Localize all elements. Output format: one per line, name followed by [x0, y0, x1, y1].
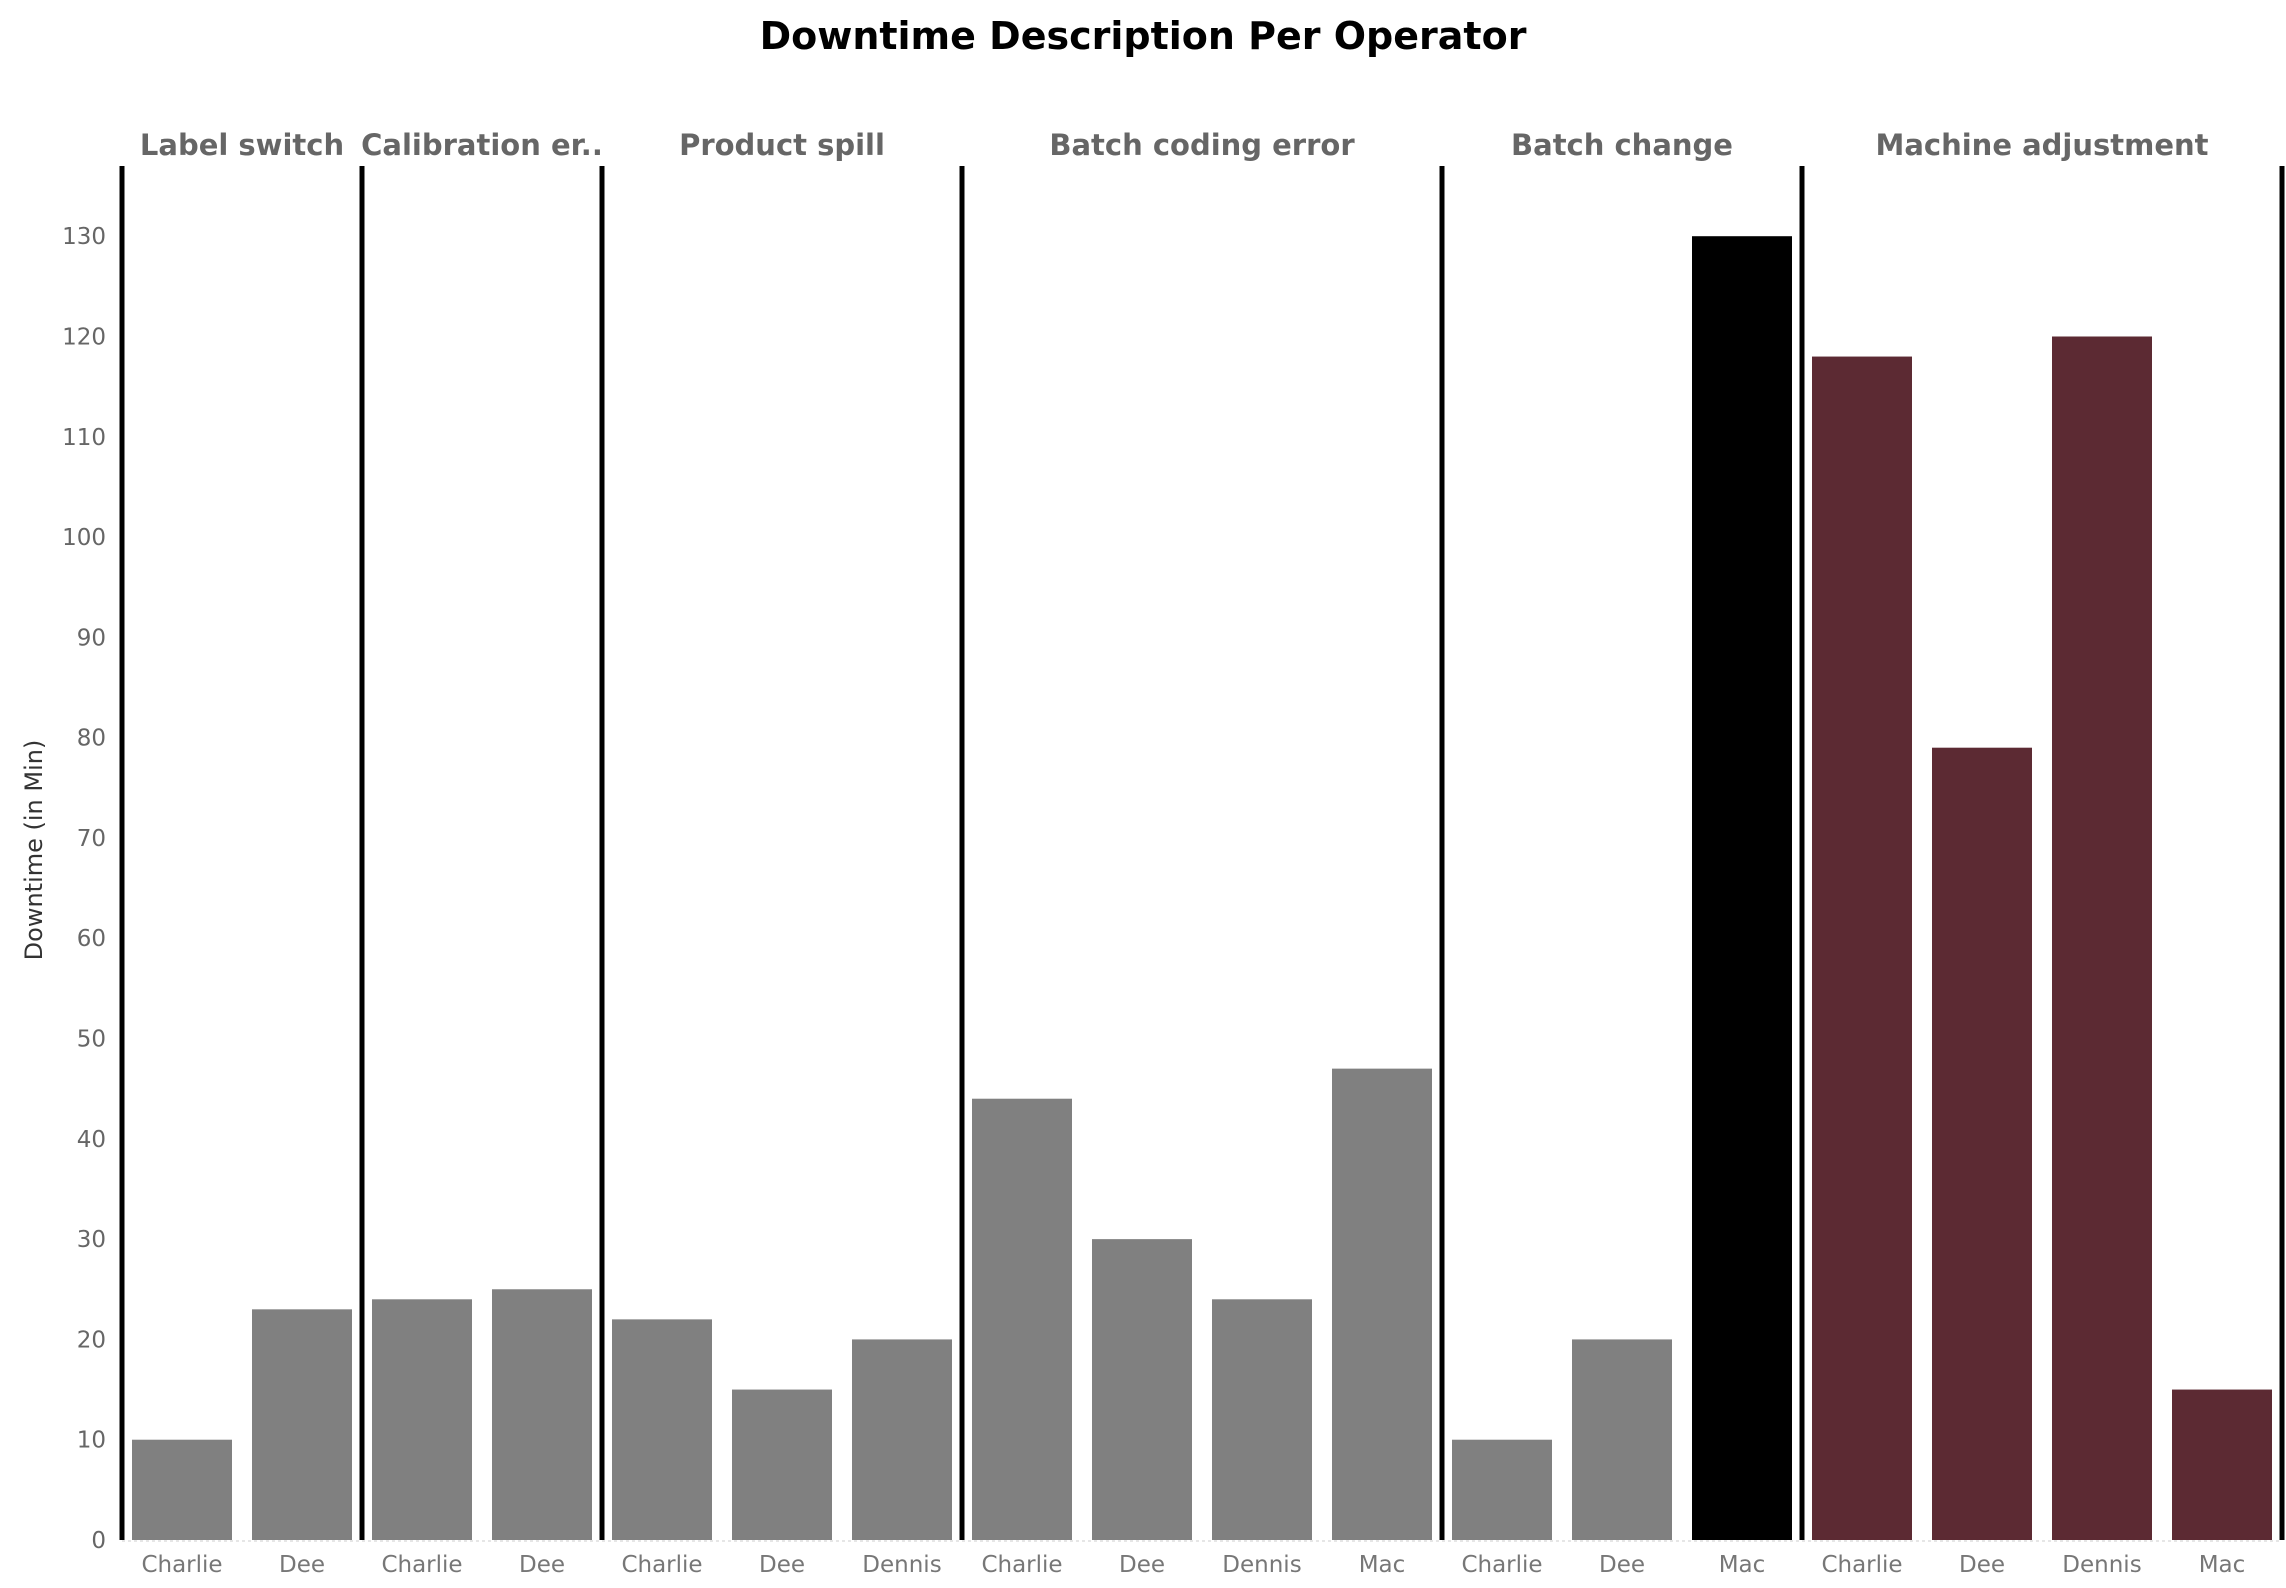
category-label: Dee: [1959, 1552, 2005, 1578]
category-label: Dee: [1599, 1552, 1645, 1578]
category-label: Dee: [519, 1552, 565, 1578]
y-tick-label: 10: [77, 1428, 106, 1454]
pane-header: Product spill: [679, 128, 885, 162]
y-axis-label: Downtime (in Min): [20, 740, 48, 961]
y-tick-label: 30: [77, 1227, 106, 1253]
bar[interactable]: [2052, 336, 2152, 1540]
y-tick-label: 20: [77, 1327, 106, 1353]
y-tick-label: 60: [77, 926, 106, 952]
bar[interactable]: [732, 1389, 832, 1540]
y-tick-label: 120: [62, 324, 106, 350]
chart-panes: Label switch Charlie Dee Calibration er.. Ch…: [119, 128, 2285, 1578]
pane: Batch change Charlie Dee Mac: [1452, 128, 1792, 1578]
bar[interactable]: [972, 1098, 1072, 1540]
category-label: Charlie: [621, 1552, 702, 1578]
bar[interactable]: [612, 1319, 712, 1540]
pane-header: Batch coding error: [1049, 128, 1355, 162]
category-label: Dee: [279, 1552, 325, 1578]
bar[interactable]: [372, 1299, 472, 1540]
bar[interactable]: [1812, 356, 1912, 1541]
category-label: Dee: [759, 1552, 805, 1578]
pane-header: Batch change: [1511, 128, 1733, 162]
chart-title: Downtime Description Per Operator: [759, 14, 1527, 58]
bar[interactable]: [1932, 747, 2032, 1540]
pane: Machine adjustment Charlie Dee Dennis Mac: [1812, 128, 2272, 1578]
pane: Batch coding error Charlie Dee Dennis Mac: [972, 128, 1432, 1578]
category-label: Charlie: [141, 1552, 222, 1578]
bar[interactable]: [1452, 1439, 1552, 1540]
y-tick-label: 70: [77, 826, 106, 852]
bar[interactable]: [852, 1339, 952, 1540]
bar[interactable]: [132, 1439, 232, 1540]
bar[interactable]: [492, 1289, 592, 1540]
y-tick-label: 90: [77, 625, 106, 651]
bar[interactable]: [1332, 1068, 1432, 1540]
pane-header: Label switch: [140, 128, 344, 162]
category-label: Charlie: [981, 1552, 1062, 1578]
category-label: Charlie: [1821, 1552, 1902, 1578]
pane-header: Calibration er..: [361, 128, 603, 162]
category-label: Dennis: [862, 1552, 941, 1578]
bar[interactable]: [1692, 236, 1792, 1541]
y-tick-label: 0: [91, 1528, 106, 1554]
y-axis-ticks: 0 10 20 30 40 50 60 70 80 90 100 110 120 130: [62, 224, 106, 1554]
bar[interactable]: [2172, 1389, 2272, 1540]
category-label: Charlie: [381, 1552, 462, 1578]
y-tick-label: 50: [77, 1027, 106, 1053]
y-tick-label: 130: [62, 224, 106, 250]
category-label: Mac: [2199, 1552, 2246, 1578]
pane-header: Machine adjustment: [1875, 128, 2208, 162]
bar[interactable]: [1212, 1299, 1312, 1540]
category-label: Dee: [1119, 1552, 1165, 1578]
pane: Label switch Charlie Dee: [132, 128, 352, 1578]
pane: Product spill Charlie Dee Dennis: [612, 128, 952, 1578]
category-label: Charlie: [1461, 1552, 1542, 1578]
bar[interactable]: [252, 1309, 352, 1540]
y-tick-label: 80: [77, 726, 106, 752]
y-tick-label: 100: [62, 525, 106, 551]
category-label: Dennis: [2062, 1552, 2141, 1578]
pane: Calibration er.. Charlie Dee: [361, 128, 603, 1578]
category-label: Mac: [1359, 1552, 1406, 1578]
category-label: Dennis: [1222, 1552, 1301, 1578]
y-tick-label: 40: [77, 1127, 106, 1153]
bar[interactable]: [1572, 1339, 1672, 1540]
y-tick-label: 110: [62, 425, 106, 451]
bar[interactable]: [1092, 1239, 1192, 1540]
category-label: Mac: [1719, 1552, 1766, 1578]
